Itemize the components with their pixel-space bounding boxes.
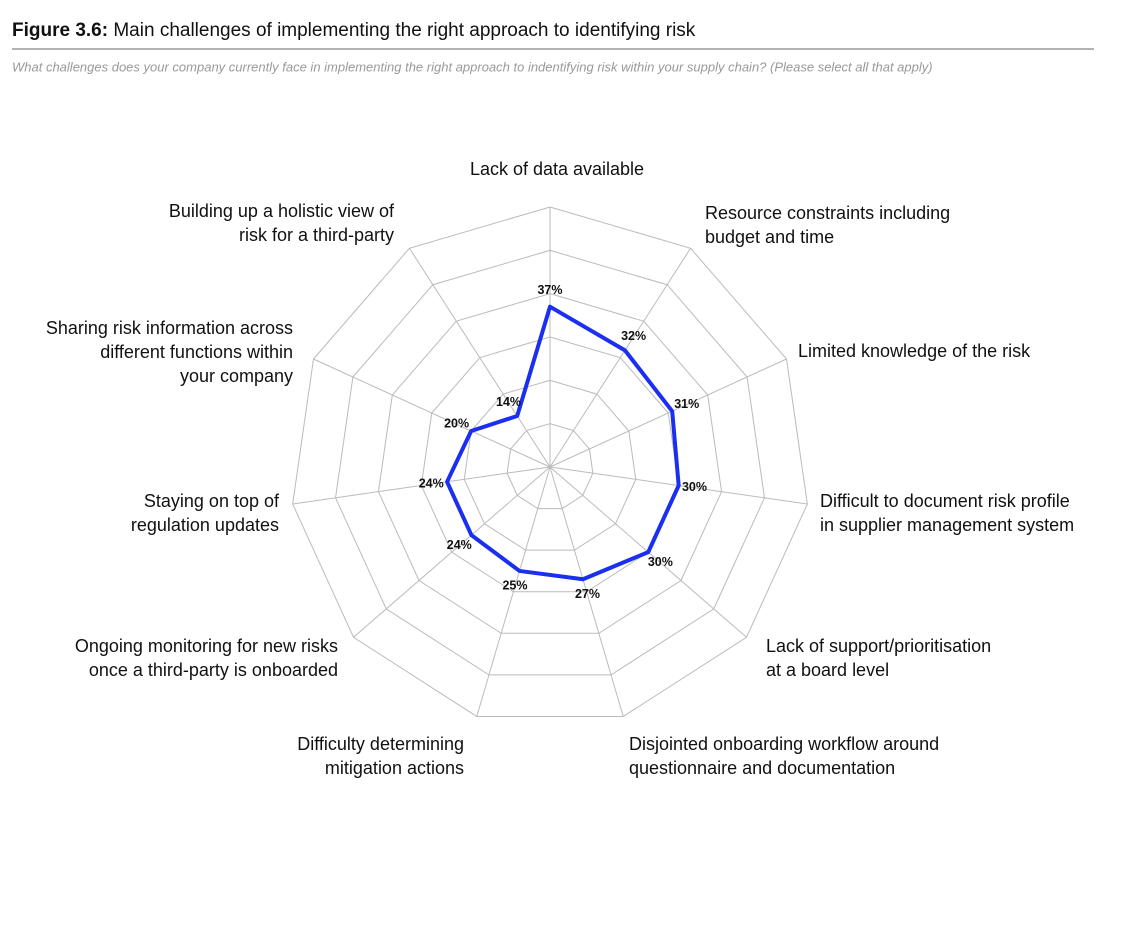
value-label: 27% bbox=[575, 587, 600, 601]
value-label: 30% bbox=[682, 480, 707, 494]
chart-title: Figure 3.6: Main challenges of implement… bbox=[12, 20, 696, 41]
grid-ring bbox=[463, 379, 637, 551]
spoke bbox=[313, 358, 551, 468]
category-label: risk for a third-party bbox=[239, 225, 394, 245]
spoke bbox=[549, 466, 624, 717]
grid-ring bbox=[506, 423, 594, 510]
category-label: Lack of data available bbox=[470, 159, 644, 179]
title-text: Main challenges of implementing the righ… bbox=[113, 20, 695, 41]
spoke bbox=[409, 248, 551, 468]
spoke bbox=[353, 466, 551, 638]
value-label: 32% bbox=[621, 329, 646, 343]
grid-ring bbox=[420, 336, 680, 593]
category-label: mitigation actions bbox=[325, 758, 464, 778]
subtitle: What challenges does your company curren… bbox=[12, 59, 933, 74]
value-label: 31% bbox=[674, 397, 699, 411]
category-label: different functions within bbox=[100, 342, 293, 362]
grid-ring bbox=[335, 249, 765, 676]
category-label: questionnaire and documentation bbox=[629, 758, 895, 778]
title-label: Figure 3.6: bbox=[12, 20, 108, 41]
spoke bbox=[549, 358, 787, 468]
value-label: 14% bbox=[496, 395, 521, 409]
spoke bbox=[476, 466, 551, 717]
category-label: Difficulty determining bbox=[297, 734, 464, 754]
category-label: Building up a holistic view of bbox=[169, 201, 395, 221]
category-label: once a third-party is onboarded bbox=[89, 660, 338, 680]
value-label: 25% bbox=[502, 579, 527, 593]
category-label: your company bbox=[180, 366, 293, 386]
category-label: at a board level bbox=[766, 660, 889, 680]
category-label: regulation updates bbox=[131, 515, 279, 535]
category-label: Ongoing monitoring for new risks bbox=[75, 636, 338, 656]
category-label: Difficult to document risk profile bbox=[820, 491, 1070, 511]
value-label: 20% bbox=[444, 417, 469, 431]
spoke bbox=[549, 248, 691, 468]
category-label: Staying on top of bbox=[144, 491, 280, 511]
category-label: Lack of support/prioritisation bbox=[766, 636, 991, 656]
grid-ring bbox=[292, 206, 808, 717]
spoke bbox=[292, 466, 551, 505]
data-line bbox=[445, 304, 681, 582]
category-label: Resource constraints including bbox=[705, 203, 950, 223]
value-label: 30% bbox=[648, 555, 673, 569]
category-label: Disjointed onboarding workflow around bbox=[629, 734, 939, 754]
category-label: Limited knowledge of the risk bbox=[798, 341, 1031, 361]
category-label: Sharing risk information across bbox=[46, 318, 293, 338]
category-label: budget and time bbox=[705, 227, 834, 247]
grid-ring bbox=[377, 293, 723, 634]
value-label: 37% bbox=[537, 283, 562, 297]
value-label: 24% bbox=[419, 476, 444, 490]
value-label: 24% bbox=[447, 538, 472, 552]
category-label: in supplier management system bbox=[820, 515, 1074, 535]
